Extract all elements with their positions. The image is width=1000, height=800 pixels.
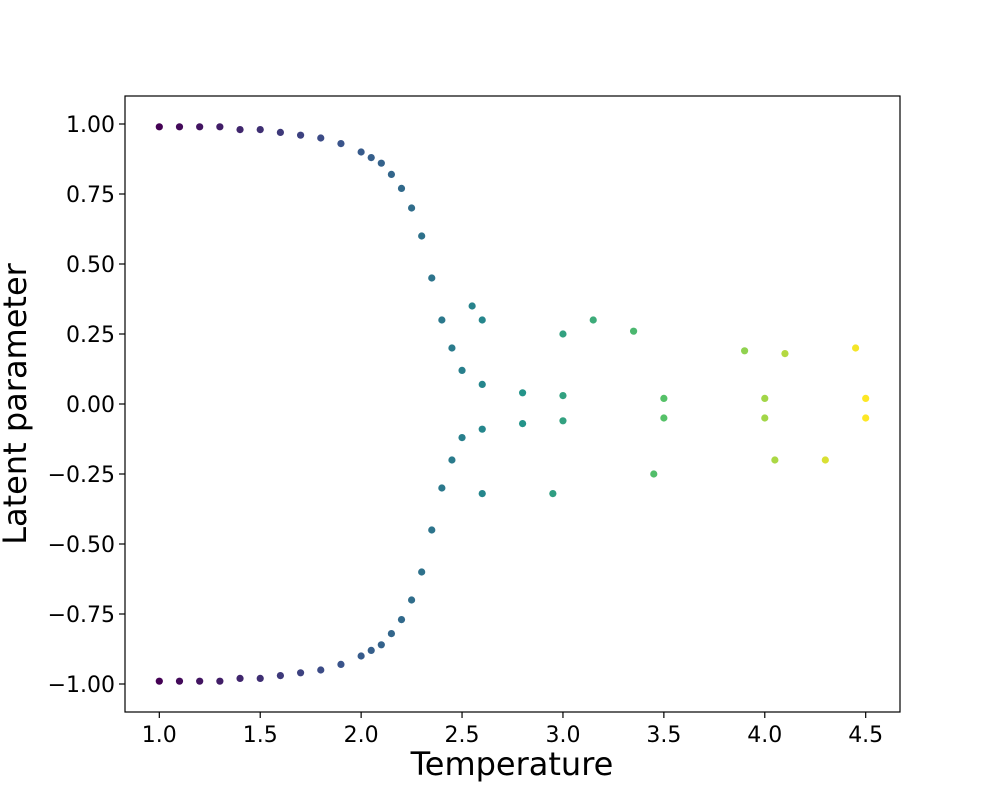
data-point xyxy=(216,677,224,685)
data-point xyxy=(468,302,476,310)
data-point xyxy=(438,316,446,324)
data-point xyxy=(296,669,305,677)
data-point xyxy=(196,123,204,131)
y-axis-label: Latent parameter xyxy=(0,262,34,544)
data-point xyxy=(397,616,406,624)
data-point xyxy=(428,274,436,282)
x-tick-label: 3.5 xyxy=(646,723,681,748)
data-point xyxy=(478,380,486,388)
data-point xyxy=(155,123,163,131)
y-tick-label: 1.00 xyxy=(66,113,115,138)
data-point xyxy=(650,470,658,478)
x-tick-label: 3.0 xyxy=(545,723,580,748)
y-tick-label: −0.75 xyxy=(48,603,115,628)
data-point xyxy=(357,652,365,660)
data-point xyxy=(478,425,486,433)
data-point xyxy=(559,330,567,338)
data-point xyxy=(256,126,264,134)
data-point xyxy=(852,344,860,352)
data-point xyxy=(377,159,385,167)
data-point xyxy=(448,456,456,464)
data-point xyxy=(296,131,305,139)
data-point xyxy=(387,170,396,178)
data-point xyxy=(559,417,567,425)
data-points xyxy=(155,123,870,685)
y-tick-label: −0.50 xyxy=(48,533,115,558)
data-point xyxy=(216,123,224,131)
data-point xyxy=(660,394,668,402)
data-point xyxy=(276,128,284,136)
data-point xyxy=(256,674,264,683)
data-point xyxy=(317,666,325,674)
data-point xyxy=(276,672,284,680)
data-point xyxy=(781,350,789,358)
data-point xyxy=(478,490,486,498)
data-point xyxy=(518,389,527,397)
data-point xyxy=(175,123,184,131)
data-point xyxy=(155,677,163,685)
x-tick-label: 2.5 xyxy=(445,723,480,748)
y-tick-label: −0.25 xyxy=(48,463,115,488)
data-point xyxy=(397,184,406,192)
data-point xyxy=(458,434,466,442)
data-point xyxy=(196,677,204,685)
data-point xyxy=(387,630,396,638)
data-point xyxy=(478,316,486,324)
data-point xyxy=(741,347,749,355)
data-point xyxy=(367,646,375,655)
data-point xyxy=(761,414,769,422)
data-point xyxy=(175,677,184,685)
x-axis-ticks: 1.0 1.5 2.0 2.5 3.0 3.5 4.0 4.5 xyxy=(142,712,883,748)
data-point xyxy=(428,526,436,534)
data-point xyxy=(448,344,456,352)
data-point xyxy=(407,596,416,604)
data-point xyxy=(821,456,829,464)
y-tick-label: −1.00 xyxy=(48,673,115,698)
y-axis-ticks: 1.00 0.75 0.50 0.25 0.00 −0.25 −0.50 −0.75 −1.00 xyxy=(48,113,125,698)
data-point xyxy=(660,414,668,422)
data-point xyxy=(418,568,426,576)
data-point xyxy=(357,148,365,156)
y-tick-label: 0.00 xyxy=(66,393,115,418)
data-point xyxy=(236,126,244,134)
data-point xyxy=(337,660,345,669)
data-point xyxy=(337,140,345,148)
data-point xyxy=(862,414,870,422)
data-point xyxy=(438,484,446,492)
x-tick-label: 4.5 xyxy=(848,723,883,748)
data-point xyxy=(518,420,527,428)
data-point xyxy=(458,366,466,374)
x-tick-label: 1.0 xyxy=(142,723,177,748)
x-tick-label: 2.0 xyxy=(344,723,379,748)
data-point xyxy=(367,154,375,162)
y-tick-label: 0.50 xyxy=(66,253,115,278)
data-point xyxy=(771,456,779,464)
data-point xyxy=(317,134,325,142)
y-tick-label: 0.75 xyxy=(66,183,115,208)
data-point xyxy=(862,394,870,402)
data-point xyxy=(407,204,416,212)
data-point xyxy=(629,327,638,335)
data-point xyxy=(559,392,567,400)
data-point xyxy=(418,232,426,240)
x-axis-label: Temperature xyxy=(410,745,614,783)
data-point xyxy=(589,316,597,324)
x-tick-label: 4.0 xyxy=(747,723,782,748)
data-point xyxy=(236,674,244,683)
y-tick-label: 0.25 xyxy=(66,323,115,348)
x-tick-label: 1.5 xyxy=(243,723,278,748)
data-point xyxy=(549,490,557,498)
data-point xyxy=(377,641,385,649)
data-point xyxy=(761,394,769,402)
